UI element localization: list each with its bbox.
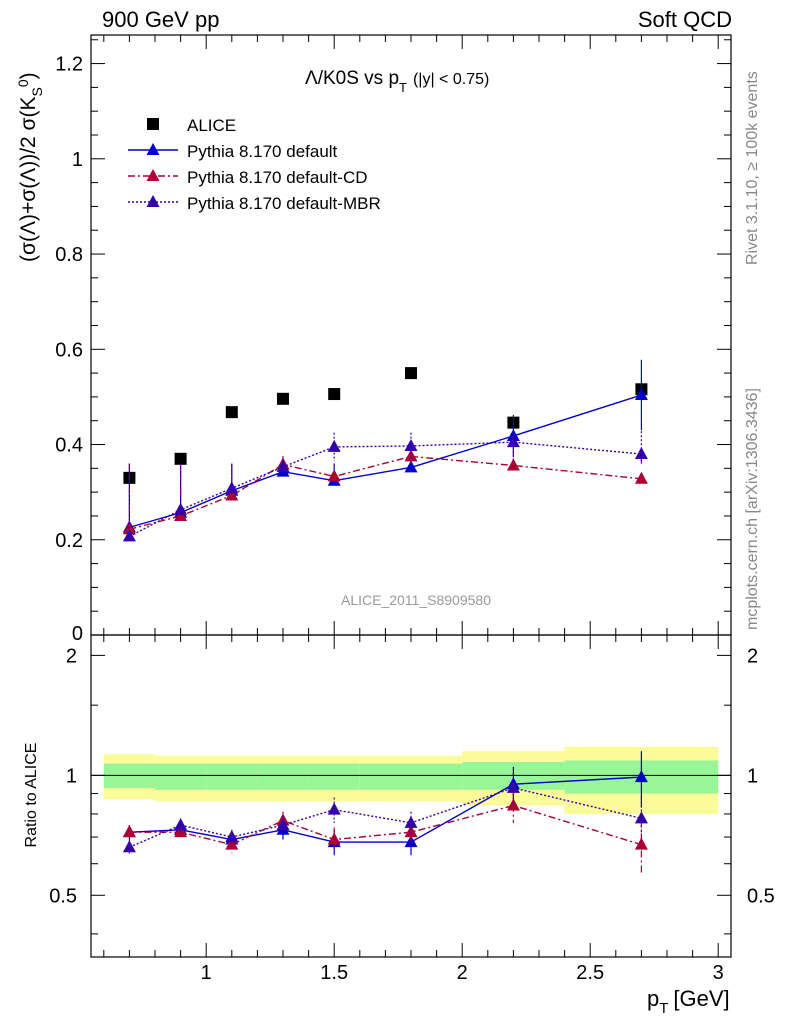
legend-label-cd: Pythia 8.170 default-CD (187, 168, 368, 187)
main-y-tick-label: 0.8 (55, 244, 83, 266)
ratio-line-mbr (129, 787, 642, 848)
header-right-label: Soft QCD (637, 7, 732, 32)
main-line-default (129, 394, 642, 529)
x-tick-label: 2.5 (576, 962, 604, 984)
main-point-mbr (122, 529, 136, 542)
main-y-tick-label: 1 (72, 149, 83, 171)
legend-marker-mbr (146, 195, 160, 207)
ratio-y-axis-label: Ratio to ALICE (23, 743, 40, 848)
main-y-tick-label: 0.4 (55, 435, 83, 457)
main-point-default (404, 460, 418, 473)
legend-label-mbr: Pythia 8.170 default-MBR (187, 194, 381, 213)
ratio-y-tick-label: 2 (66, 645, 77, 667)
legend-label-default: Pythia 8.170 default (187, 142, 338, 161)
ratio-band-inner (359, 763, 463, 790)
ratio-point-mbr (327, 802, 341, 815)
main-point-default (634, 388, 648, 400)
main-line-mbr (129, 441, 642, 538)
ratio-point-mbr (225, 830, 239, 843)
main-y-tick-label: 1.2 (55, 54, 83, 76)
x-tick-label: 1.5 (320, 962, 348, 984)
main-point-cd (327, 469, 341, 482)
ratio-point-cd (506, 798, 520, 811)
main-y-tick-label: 0.6 (55, 339, 83, 361)
main-point-mbr (225, 481, 239, 494)
ratio-point-mbr (634, 811, 648, 824)
ratio-y-tick-label-right: 2 (747, 645, 758, 667)
analysis-watermark: ALICE_2011_S8909580 (341, 592, 491, 608)
legend-marker-default (146, 143, 160, 155)
ratio-point-mbr (174, 818, 188, 831)
main-point-data (225, 406, 238, 419)
main-series-data (123, 367, 648, 484)
x-tick-label: 3 (713, 962, 724, 984)
main-point-cd (506, 458, 520, 471)
main-point-data (328, 388, 341, 401)
main-point-mbr (174, 502, 188, 515)
ratio-point-cd (327, 832, 341, 845)
main-point-default (506, 428, 520, 441)
main-point-data (405, 367, 417, 380)
main-point-mbr (404, 438, 418, 451)
legend-entry-data: ALICE (147, 116, 236, 135)
legend-marker-cd (146, 169, 160, 181)
main-series-default (122, 359, 648, 533)
ratio-band-inner (206, 763, 258, 790)
legend-marker-data (147, 118, 159, 130)
ratio-y-tick-label-right: 0.5 (747, 885, 775, 907)
ratio-y-tick-label-right: 1 (747, 765, 758, 787)
ratio-line-default (129, 776, 642, 843)
ratio-point-mbr (122, 840, 136, 853)
legend-entry-mbr: Pythia 8.170 default-MBR (128, 194, 381, 213)
main-y-tick-label: 0.2 (55, 530, 83, 552)
ratio-point-cd (122, 825, 136, 838)
x-axis-label: pT [GeV] (647, 986, 730, 1017)
ratio-band-inner (155, 763, 207, 790)
main-point-cd (404, 449, 418, 462)
ratio-point-mbr (404, 815, 418, 828)
main-point-mbr (276, 459, 290, 472)
legend-label-data: ALICE (187, 116, 236, 135)
x-tick-label: 2 (457, 962, 468, 984)
ratio-point-cd (634, 837, 648, 850)
main-point-data (277, 392, 289, 405)
main-point-cd (174, 508, 188, 521)
main-series-mbr (122, 423, 648, 542)
main-y-axis-label: (σ(Λ)+σ(Λ))/2 σ(KS0) (15, 72, 45, 262)
ratio-point-mbr (506, 780, 520, 793)
main-point-mbr (634, 447, 648, 460)
main-point-mbr (327, 439, 341, 452)
ratio-point-cd (404, 825, 418, 838)
main-y-tick-label-zero: 0 (72, 623, 83, 645)
header-left-label: 900 GeV pp (102, 7, 220, 32)
ratio-band-inner (257, 763, 309, 790)
main-line-cd (129, 455, 642, 530)
ratio-band-inner (308, 763, 360, 790)
main-point-data (174, 452, 187, 465)
chart-title: Λ/K0S vs pT (|y| < 0.75) (305, 68, 489, 95)
main-point-mbr (506, 435, 520, 448)
main-point-cd (634, 471, 648, 484)
legend-entry-default: Pythia 8.170 default (128, 142, 338, 161)
legend-entry-cd: Pythia 8.170 default-CD (128, 168, 368, 187)
ratio-point-mbr (276, 818, 290, 831)
x-tick-label: 1 (201, 962, 212, 984)
ratio-point-default (634, 770, 648, 783)
main-series-cd (122, 444, 648, 535)
main-point-cd (225, 488, 239, 501)
ratio-y-tick-label: 0.5 (49, 885, 77, 907)
ratio-y-tick-label: 1 (66, 765, 77, 787)
ratio-series-mbr (122, 773, 648, 856)
ratio-line-cd (129, 804, 642, 846)
